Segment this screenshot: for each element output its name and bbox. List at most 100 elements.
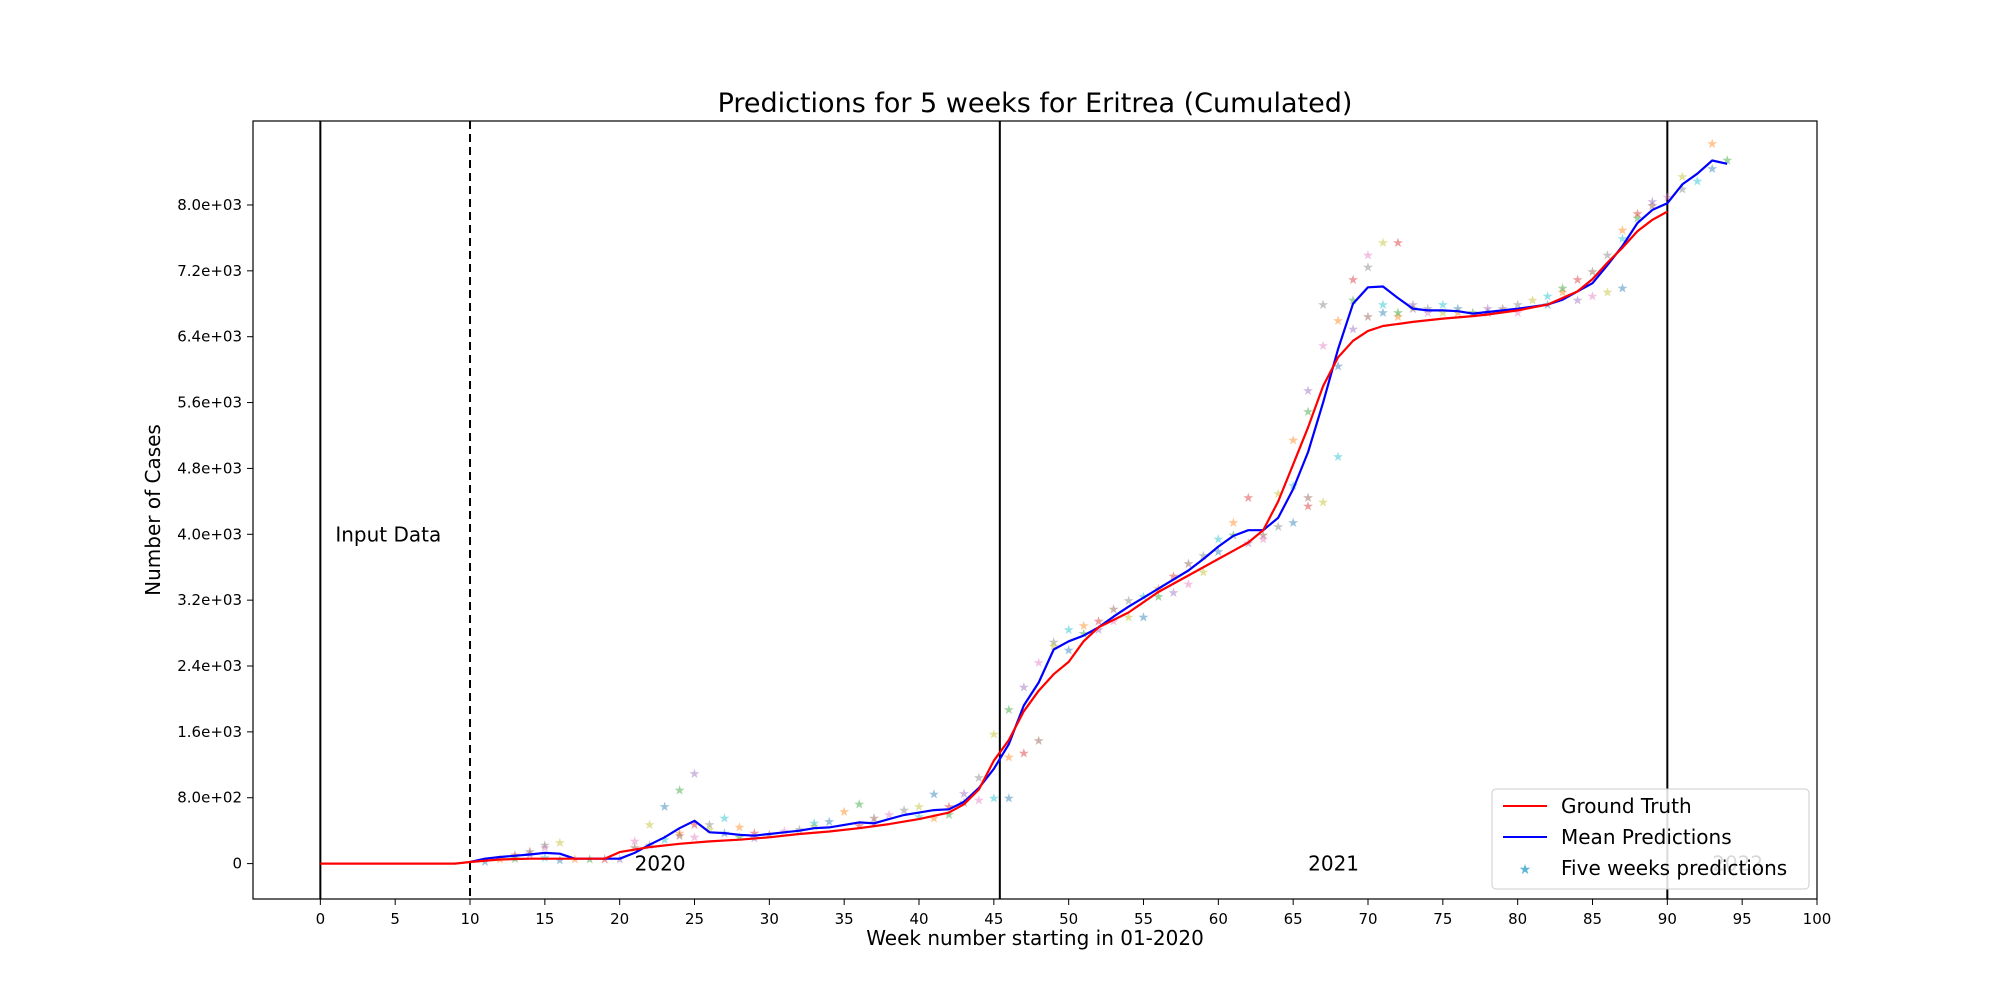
plot-frame	[252, 120, 1818, 900]
prediction-star: ★	[674, 784, 686, 799]
prediction-star: ★	[838, 805, 850, 820]
prediction-star: ★	[554, 853, 566, 868]
prediction-star: ★	[1602, 285, 1614, 300]
prediction-star: ★	[973, 793, 985, 808]
y-tick-label: 5.6e+03	[177, 394, 242, 412]
prediction-star: ★	[1287, 516, 1299, 531]
prediction-star: ★	[1706, 162, 1718, 177]
prediction-star: ★	[1632, 207, 1644, 222]
prediction-star: ★	[629, 835, 641, 850]
prediction-star: ★	[1108, 615, 1120, 630]
prediction-star: ★	[1302, 384, 1314, 399]
y-axis: 0 8.0e+02 1.6e+03 2.4e+03 3.2e+03 4.0e+03 4.8e…	[177, 196, 253, 873]
x-tick-label: 0	[316, 910, 326, 928]
prediction-star: ★	[823, 815, 835, 830]
prediction-star: ★	[1198, 549, 1210, 564]
x-tick-label: 100	[1803, 910, 1832, 928]
annotation-text: 2021	[1308, 852, 1359, 876]
prediction-star: ★	[1377, 298, 1389, 313]
prediction-star: ★	[734, 821, 746, 836]
x-tick-label: 55	[1134, 910, 1153, 928]
prediction-star: ★	[1482, 302, 1494, 317]
prediction-star: ★	[1362, 310, 1374, 325]
prediction-star: ★	[1108, 602, 1120, 617]
prediction-star: ★	[1257, 528, 1269, 543]
x-tick-label: 45	[984, 910, 1003, 928]
x-tick-label: 90	[1658, 910, 1677, 928]
prediction-star: ★	[1003, 792, 1015, 807]
prediction-star: ★	[599, 853, 611, 868]
prediction-star: ★	[584, 853, 596, 868]
prediction-star: ★	[1213, 545, 1225, 560]
prediction-star: ★	[734, 830, 746, 845]
prediction-star: ★	[479, 855, 491, 870]
prediction-star: ★	[1527, 294, 1539, 309]
legend-ground-truth-label: Ground Truth	[1561, 794, 1692, 818]
prediction-star: ★	[1721, 154, 1733, 169]
prediction-star: ★	[1093, 623, 1105, 638]
prediction-star: ★	[913, 810, 925, 825]
prediction-star: ★	[1452, 306, 1464, 321]
x-axis: 0 5 10 15 20 25 30 35 40 45 50 55 60 65 70 75 80 85 90 95 10…	[316, 899, 1832, 928]
prediction-star: ★	[689, 830, 701, 845]
prediction-star: ★	[1617, 281, 1629, 296]
prediction-star: ★	[689, 767, 701, 782]
prediction-star: ★	[1198, 565, 1210, 580]
legend-five-weeks-swatch: ★	[1519, 862, 1532, 878]
prediction-star: ★	[1377, 306, 1389, 321]
prediction-star: ★	[704, 818, 716, 833]
prediction-star: ★	[1512, 306, 1524, 321]
prediction-star: ★	[1317, 495, 1329, 510]
prediction-star: ★	[1676, 183, 1688, 198]
prediction-star: ★	[1662, 191, 1674, 206]
prediction-star: ★	[674, 826, 686, 841]
y-tick-label: 3.2e+03	[177, 591, 242, 609]
annotation-text: Input Data	[335, 522, 441, 546]
prediction-star: ★	[1018, 681, 1030, 696]
plot-area	[253, 121, 1817, 899]
x-tick-label: 40	[909, 910, 928, 928]
annotation-text: 2020	[635, 852, 686, 876]
prediction-star: ★	[1587, 265, 1599, 280]
prediction-star: ★	[1287, 434, 1299, 449]
prediction-star: ★	[1063, 623, 1075, 638]
prediction-star: ★	[1123, 594, 1135, 609]
prediction-star: ★	[1557, 281, 1569, 296]
prediction-star: ★	[1332, 314, 1344, 329]
five-weeks-predictions-layer: ★ ★ ★★ ★★ ★★ ★★ ★ ★ ★ ★ ★★★ ★★★★★★★★★ ★★★★★ ★★ ★★ ★ ★ ★ ★★…	[479, 137, 1733, 870]
y-tick-label: 0	[232, 855, 242, 873]
prediction-star: ★	[1362, 248, 1374, 263]
prediction-star: ★	[1123, 611, 1135, 626]
y-axis-title: Number of Cases	[141, 424, 165, 596]
prediction-star: ★	[1003, 703, 1015, 718]
prediction-star: ★	[1587, 290, 1599, 305]
prediction-star: ★	[943, 800, 955, 815]
x-tick-label: 65	[1284, 910, 1303, 928]
legend: Ground Truth Mean Predictions ★ Five wee…	[1491, 788, 1810, 890]
prediction-star: ★	[1512, 298, 1524, 313]
prediction-star: ★	[1392, 306, 1404, 321]
x-tick-label: 5	[390, 910, 400, 928]
y-tick-label: 2.4e+03	[177, 657, 242, 675]
prediction-star: ★	[659, 833, 671, 848]
x-tick-label: 80	[1508, 910, 1527, 928]
lines-layer	[320, 159, 1728, 865]
prediction-star: ★	[1437, 298, 1449, 313]
prediction-star: ★	[1272, 520, 1284, 535]
prediction-star: ★	[1048, 639, 1060, 654]
prediction-star: ★	[988, 792, 1000, 807]
prediction-star: ★	[1572, 273, 1584, 288]
prediction-star: ★	[883, 808, 895, 823]
prediction-star: ★	[1392, 236, 1404, 251]
y-tick-label: 4.0e+03	[177, 525, 242, 543]
prediction-star: ★	[1257, 532, 1269, 547]
prediction-star: ★	[1542, 290, 1554, 305]
vertical-lines	[319, 121, 1669, 899]
x-axis-title: Week number starting in 01-2020	[866, 926, 1204, 950]
prediction-star: ★	[1302, 499, 1314, 514]
prediction-star: ★	[853, 797, 865, 812]
prediction-star: ★	[868, 811, 880, 826]
x-tick-label: 85	[1583, 910, 1602, 928]
prediction-star: ★	[1617, 232, 1629, 247]
